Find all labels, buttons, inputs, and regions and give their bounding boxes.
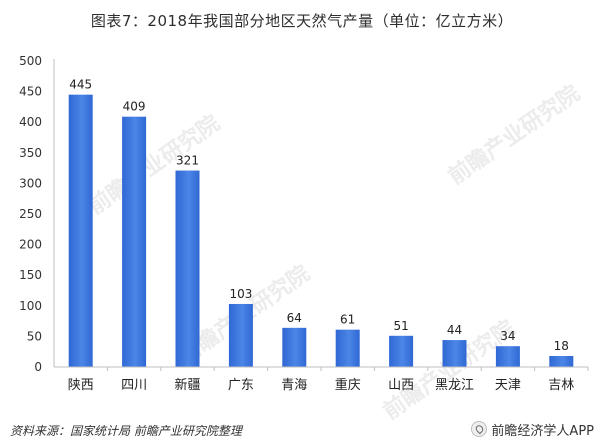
y-tick-label: 50 — [27, 329, 42, 343]
bar-value-label: 409 — [123, 100, 146, 114]
x-tick-label: 吉林 — [548, 378, 574, 393]
bars: 445 409 321 103 64 61 51 44 34 18 — [68, 78, 574, 367]
brand-logo-icon — [471, 421, 488, 437]
x-tick-label: 天津 — [495, 378, 521, 393]
y-tick-label: 300 — [19, 176, 42, 190]
bar-value-label: 321 — [176, 154, 199, 168]
bar-value-label: 64 — [287, 311, 302, 325]
x-tick-label: 山西 — [388, 378, 414, 393]
y-tick-label: 100 — [19, 299, 42, 313]
bar-value-label: 18 — [554, 339, 569, 353]
y-tick-label: 250 — [19, 207, 42, 221]
y-tick-label: 400 — [19, 115, 42, 129]
bar-value-label: 51 — [393, 319, 408, 333]
x-tick-label: 黑龙江 — [435, 378, 474, 393]
y-tick-label: 350 — [19, 146, 42, 160]
bar — [389, 335, 414, 367]
x-tick-label: 广东 — [228, 378, 254, 393]
source-note: 资料来源：国家统计局 前瞻产业研究院整理 — [10, 424, 242, 438]
y-axis: 0 50 100 150 200 250 300 350 400 450 500 — [19, 54, 55, 374]
bar — [549, 355, 574, 367]
svg-text:前瞻产业研究院: 前瞻产业研究院 — [444, 80, 585, 190]
y-tick-label: 500 — [19, 54, 42, 68]
bar — [68, 94, 93, 367]
svg-text:前瞻产业研究院: 前瞻产业研究院 — [84, 110, 225, 220]
bar — [495, 346, 520, 367]
x-tick-label: 四川 — [121, 378, 147, 393]
watermark-layer: 前瞻产业研究院 前瞻产业研究院 前瞻产业研究院 前瞻产业研究院 — [84, 80, 585, 425]
bar-value-label: 103 — [229, 287, 252, 301]
x-axis: 陕西 四川 新疆 广东 青海 重庆 山西 黑龙江 天津 吉林 — [54, 366, 589, 393]
x-tick-label: 陕西 — [68, 378, 94, 393]
bar — [442, 340, 467, 367]
x-tick-label: 新疆 — [174, 377, 200, 393]
brand-label: 前瞻经济学人APP — [471, 420, 594, 439]
bar — [335, 329, 360, 367]
x-tick-label: 青海 — [281, 378, 307, 393]
bar-value-label: 44 — [447, 323, 462, 337]
chart-title: 图表7：2018年我国部分地区天然气产量（单位：亿立方米） — [90, 12, 514, 30]
bar — [228, 303, 253, 367]
bar-value-label: 34 — [500, 329, 515, 343]
bar-value-label: 61 — [340, 313, 355, 327]
y-tick-label: 150 — [19, 268, 42, 282]
y-tick-label: 450 — [19, 85, 42, 99]
bar-value-label: 445 — [69, 78, 92, 92]
x-tick-label: 重庆 — [335, 377, 361, 393]
brand-text: 前瞻经济学人APP — [491, 424, 594, 439]
bar — [122, 116, 147, 367]
bar — [282, 327, 307, 367]
y-tick-label: 0 — [34, 360, 42, 374]
bar — [175, 170, 200, 367]
y-tick-label: 200 — [19, 238, 42, 252]
